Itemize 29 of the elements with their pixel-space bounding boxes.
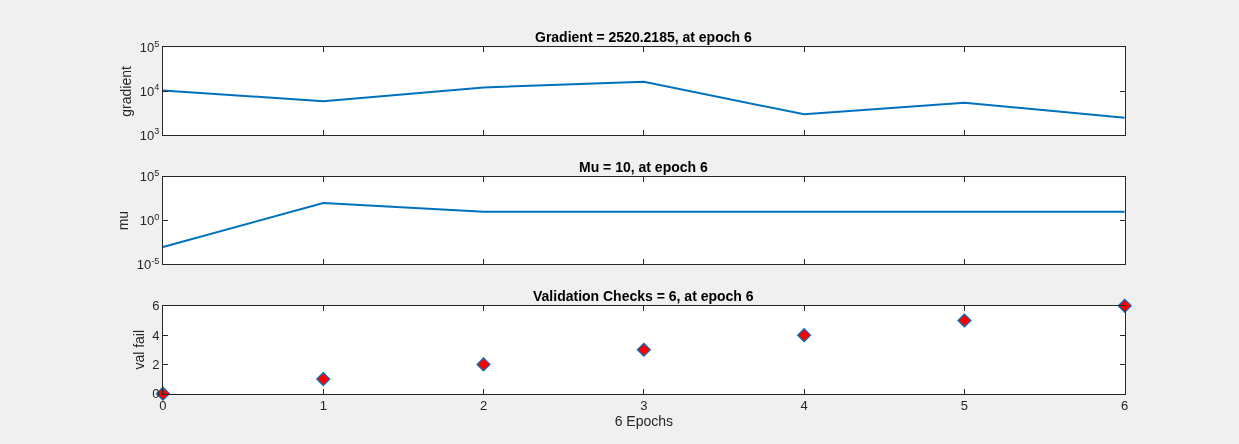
point bbox=[957, 313, 972, 328]
x-tick-label: 3 bbox=[640, 398, 648, 414]
point bbox=[476, 357, 491, 372]
y-tick-label: 10$^{-5}$ bbox=[136, 255, 160, 273]
y-tick-label: 6 bbox=[152, 298, 160, 314]
y-tick-label: 10$^{5}$ bbox=[139, 38, 160, 56]
chart-title: Validation Checks = 6, at epoch 6 bbox=[533, 288, 754, 304]
y-tick-label: 4 bbox=[152, 327, 160, 343]
line-series bbox=[162, 80, 1125, 119]
point bbox=[797, 328, 812, 343]
y-axis-title: val fail bbox=[130, 329, 147, 370]
y-tick-label: 10$^{0}$ bbox=[139, 211, 160, 229]
y-tick-label: 2 bbox=[152, 356, 160, 372]
x-tick-label: 4 bbox=[800, 398, 808, 414]
x-axis-title: 6 Epochs bbox=[614, 413, 674, 430]
y-tick-label: 10$^{4}$ bbox=[139, 82, 160, 99]
point bbox=[636, 342, 651, 357]
y-axis-title: mu bbox=[115, 210, 132, 231]
point bbox=[316, 371, 331, 387]
x-tick-label: 1 bbox=[319, 398, 327, 414]
x-tick-label: 5 bbox=[960, 398, 969, 414]
chart-title: Gradient = 2520.2185, at epoch 6 bbox=[535, 29, 752, 45]
y-axis-title: gradient bbox=[118, 65, 135, 117]
x-tick-label: 6 bbox=[1121, 398, 1129, 414]
y-tick-label: 0 bbox=[152, 386, 160, 402]
x-tick-label: 2 bbox=[479, 398, 488, 414]
y-tick-label: 10$^{5}$ bbox=[139, 167, 160, 185]
y-tick-label: 10$^{3}$ bbox=[139, 126, 160, 143]
chart-title: Mu = 10, at epoch 6 bbox=[579, 159, 708, 175]
